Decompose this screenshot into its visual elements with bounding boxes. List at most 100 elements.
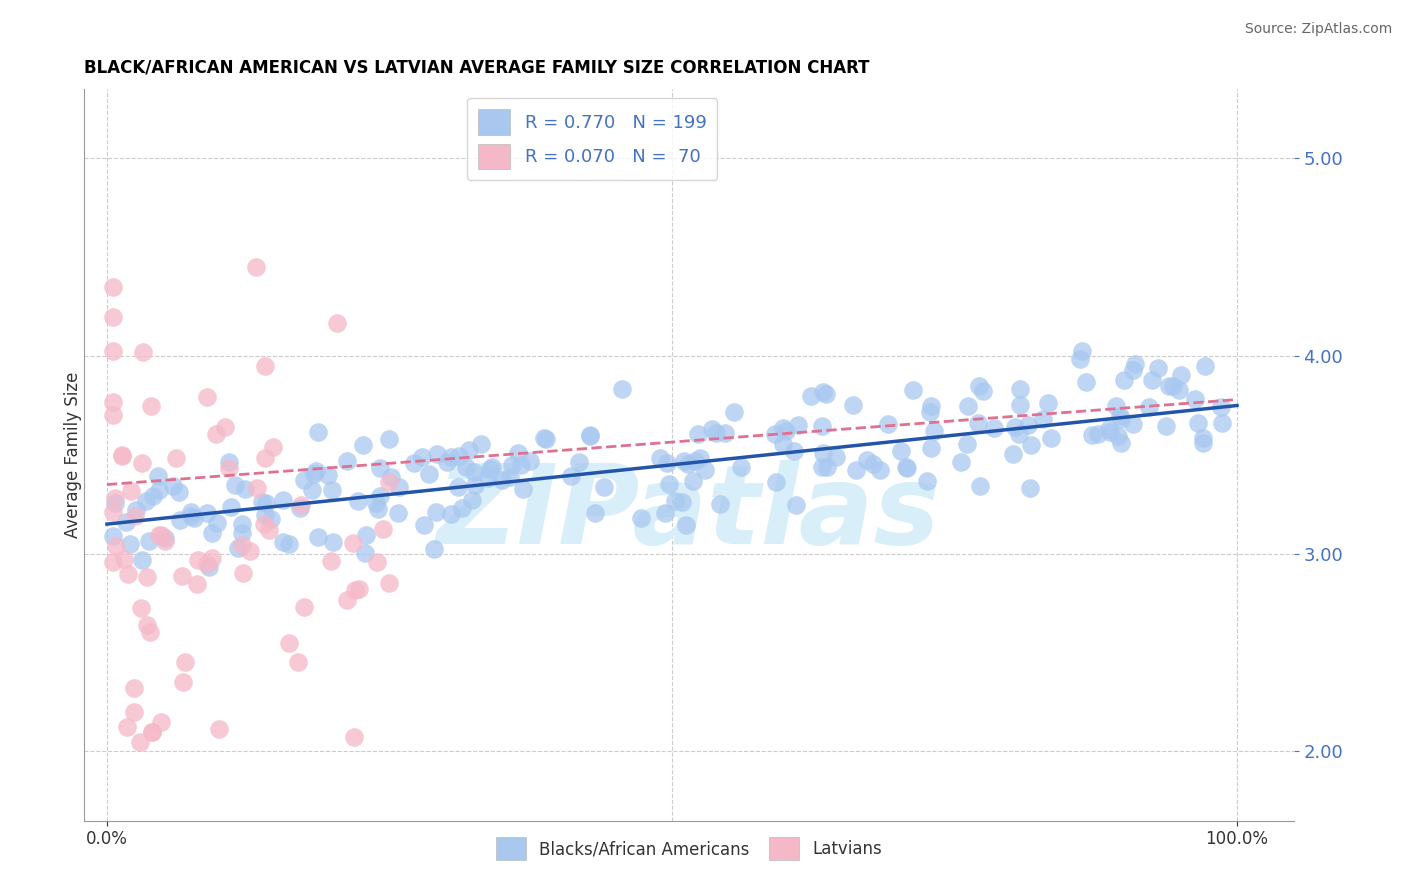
Point: [673, 454, 696, 468]
Point: [470, 437, 492, 451]
Point: [141, 724, 163, 739]
Point: [664, 493, 686, 508]
Point: [1108, 409, 1130, 423]
Point: [150, 528, 173, 542]
Point: [533, 431, 555, 445]
Point: [377, 432, 399, 446]
Point: [655, 456, 678, 470]
Point: [491, 473, 513, 487]
Point: [772, 421, 794, 435]
Point: [104, 496, 127, 510]
Point: [135, 494, 157, 508]
Point: [713, 426, 735, 441]
Point: [195, 506, 218, 520]
Point: [1098, 425, 1121, 439]
Point: [583, 507, 606, 521]
Point: [1004, 420, 1026, 434]
Point: [180, 504, 202, 518]
Point: [252, 495, 274, 509]
Point: [342, 536, 364, 550]
Point: [706, 426, 728, 441]
Point: [436, 455, 458, 469]
Point: [1154, 418, 1177, 433]
Point: [253, 516, 276, 531]
Point: [593, 480, 616, 494]
Point: [612, 382, 634, 396]
Point: [231, 525, 253, 540]
Legend: Blacks/African Americans, Latvians: Blacks/African Americans, Latvians: [489, 830, 889, 867]
Point: [519, 454, 541, 468]
Point: [782, 443, 804, 458]
Point: [683, 454, 706, 468]
Point: [380, 470, 402, 484]
Point: [1010, 382, 1032, 396]
Point: [811, 446, 834, 460]
Point: [671, 494, 693, 508]
Point: [105, 539, 128, 553]
Point: [560, 469, 582, 483]
Text: BLACK/AFRICAN AMERICAN VS LATVIAN AVERAGE FAMILY SIZE CORRELATION CHART: BLACK/AFRICAN AMERICAN VS LATVIAN AVERAG…: [84, 59, 870, 77]
Point: [967, 416, 990, 430]
Point: [675, 518, 697, 533]
Point: [972, 384, 994, 399]
Point: [689, 450, 711, 465]
Point: [231, 517, 253, 532]
Point: [578, 428, 600, 442]
Point: [290, 498, 312, 512]
Point: [378, 475, 401, 490]
Point: [254, 495, 277, 509]
Point: [654, 507, 676, 521]
Point: [512, 482, 534, 496]
Point: [842, 399, 865, 413]
Point: [246, 481, 269, 495]
Point: [1098, 422, 1121, 436]
Point: [124, 705, 146, 719]
Point: [224, 477, 246, 491]
Point: [111, 449, 134, 463]
Point: [648, 451, 671, 466]
Point: [344, 582, 367, 597]
Point: [413, 518, 436, 533]
Point: [322, 535, 344, 549]
Point: [825, 450, 848, 464]
Point: [702, 422, 724, 436]
Point: [214, 420, 236, 434]
Point: [956, 399, 979, 413]
Point: [180, 509, 202, 524]
Point: [120, 537, 142, 551]
Point: [307, 531, 329, 545]
Point: [377, 575, 399, 590]
Point: [1107, 429, 1129, 443]
Point: [172, 569, 194, 583]
Point: [112, 552, 135, 566]
Point: [195, 390, 218, 404]
Point: [131, 552, 153, 566]
Point: [695, 463, 717, 477]
Point: [226, 541, 249, 555]
Point: [195, 558, 218, 572]
Point: [353, 546, 375, 560]
Point: [1137, 400, 1160, 414]
Point: [262, 440, 284, 454]
Point: [918, 405, 941, 419]
Point: [117, 566, 139, 581]
Point: [969, 478, 991, 492]
Point: [218, 455, 240, 469]
Point: [920, 400, 942, 414]
Point: [287, 655, 309, 669]
Point: [114, 516, 136, 530]
Point: [1081, 427, 1104, 442]
Point: [125, 503, 148, 517]
Point: [336, 592, 359, 607]
Point: [440, 450, 463, 464]
Point: [135, 570, 157, 584]
Point: [709, 497, 731, 511]
Point: [920, 441, 942, 455]
Point: [481, 460, 503, 475]
Point: [967, 379, 990, 393]
Point: [423, 541, 446, 556]
Point: [1187, 416, 1209, 430]
Point: [876, 417, 898, 431]
Point: [218, 460, 240, 475]
Point: [165, 451, 187, 466]
